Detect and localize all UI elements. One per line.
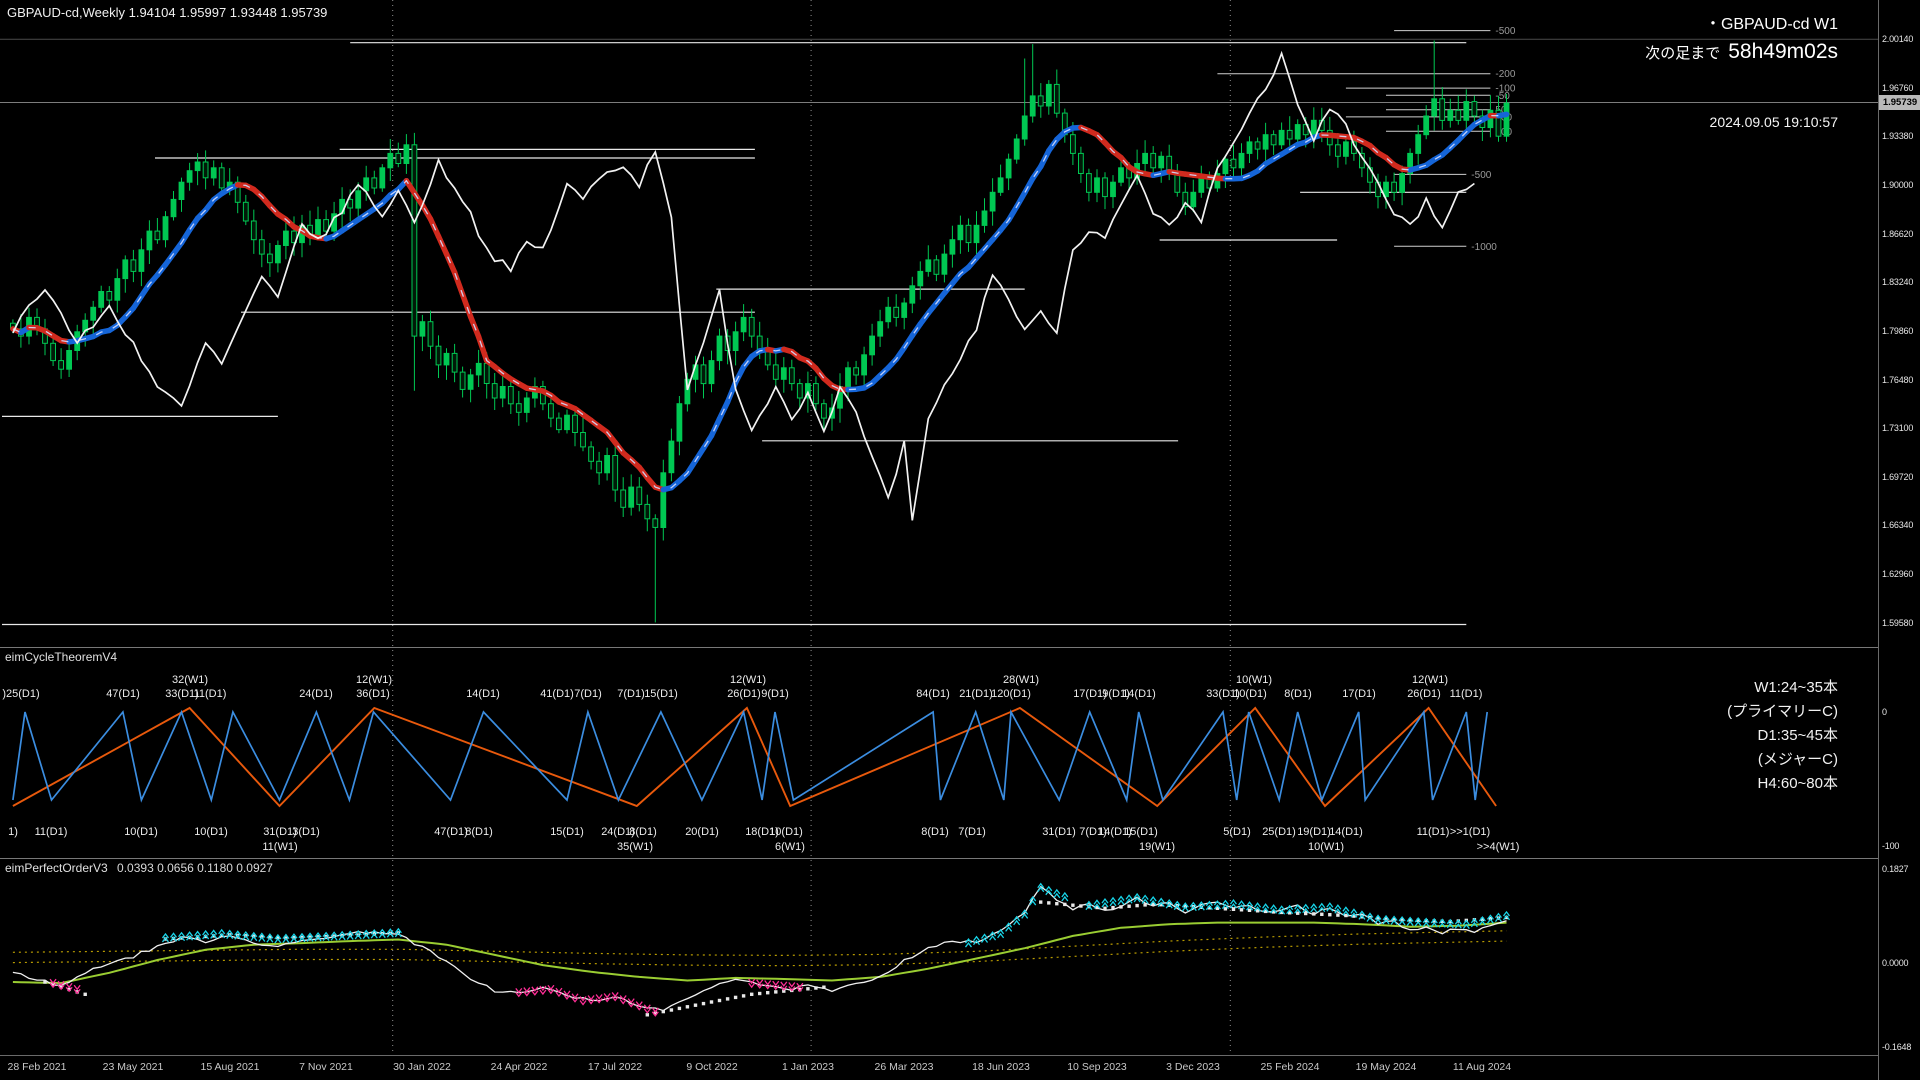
svg-text:-1000: -1000 [1471, 242, 1497, 253]
svg-text:-500: -500 [1495, 26, 1515, 37]
time-tick-label: 3 Dec 2023 [1166, 1061, 1220, 1073]
countdown-label: 次の足まで [1645, 45, 1721, 62]
cycle-indicator-title: eimCycleTheoremV4 [5, 650, 118, 664]
po-title: eimPerfectOrderV3 [5, 861, 108, 875]
cycle-scale-bottom: -100 [1882, 841, 1900, 851]
price-tick: 2.00140 [1882, 34, 1914, 45]
price-tick: 1.86620 [1882, 228, 1914, 239]
price-tick: 1.83240 [1882, 277, 1914, 288]
time-tick-label: 25 Feb 2024 [1260, 1061, 1320, 1073]
chart-canvas[interactable]: -500-200-100-5050100200-500-1000 [0, 0, 1920, 1055]
time-tick-label: 26 Mar 2023 [874, 1061, 934, 1073]
price-tick: 1.96760 [1882, 82, 1914, 93]
svg-text:-500: -500 [1471, 170, 1491, 181]
time-tick-label: 11 Aug 2024 [1452, 1061, 1512, 1073]
time-axis[interactable]: 28 Feb 2021 23 May 2021 15 Aug 2021 7 Nov 2… [0, 1055, 1878, 1080]
po-scale-tick: 0.0000 [1882, 957, 1909, 968]
price-tick: 1.73100 [1882, 423, 1914, 434]
time-tick-label: 1 Jan 2023 [782, 1061, 834, 1073]
cycle-legend: W1:24~35本 (プライマリーC) D1:35~45本 (メジャーC) H4… [1727, 676, 1838, 796]
current-price-badge: 1.95739 [1879, 95, 1920, 110]
separator-main-cycle[interactable] [0, 647, 1920, 648]
main-price-panel: -500-200-100-5050100200-500-1000 [0, 0, 1878, 1055]
time-tick-label: 15 Aug 2021 [200, 1061, 260, 1073]
cycle-legend-d1: D1:35~45本 [1757, 727, 1838, 744]
svg-text:-100: -100 [1495, 84, 1515, 95]
po-indicator-title: eimPerfectOrderV3 0.0393 0.0656 0.1180 0… [5, 861, 273, 875]
server-datetime: 2024.09.05 19:10:57 [1709, 114, 1838, 130]
time-tick-label: 7 Nov 2021 [299, 1061, 353, 1073]
cycle-legend-w1: W1:24~35本 [1754, 679, 1838, 696]
svg-text:-50: -50 [1495, 91, 1510, 102]
po-scale-tick: -0.1648 [1882, 1042, 1912, 1052]
cycle-legend-major: (メジャーC) [1757, 751, 1838, 768]
countdown-value: 58h49m02s [1728, 40, 1838, 63]
price-tick: 1.79860 [1882, 325, 1914, 336]
price-axis[interactable]: 2.00140 1.96760 1.93380 1.90000 1.86620 1.832… [1878, 0, 1920, 1080]
time-tick-label: 30 Jan 2022 [393, 1061, 451, 1073]
time-tick-label: 18 Jun 2023 [972, 1061, 1030, 1073]
cycle-legend-h4: H4:60~80本 [1757, 775, 1838, 792]
time-tick-label: 23 May 2021 [102, 1061, 164, 1073]
symbol-text: ・GBPAUD-cd W1 [1704, 16, 1838, 33]
symbol-timeframe-label: ・GBPAUD-cd W1 [1705, 10, 1838, 34]
price-tick: 1.90000 [1882, 180, 1914, 191]
chart-ohlc-header: GBPAUD-cd,Weekly 1.94104 1.95997 1.93448… [7, 5, 328, 20]
price-tick: 1.93380 [1882, 131, 1914, 142]
candle-countdown: 次の足まで 58h49m02s [1645, 40, 1838, 64]
po-scale-tick: 0.1827 [1882, 864, 1909, 874]
price-tick: 1.62960 [1882, 569, 1914, 579]
price-tick: 1.66340 [1882, 520, 1914, 531]
price-tick: 1.59580 [1882, 617, 1914, 628]
svg-text:-200: -200 [1495, 69, 1515, 80]
time-tick-label: 9 Oct 2022 [686, 1061, 738, 1073]
time-tick-label: 17 Jul 2022 [587, 1061, 643, 1073]
time-tick-label: 19 May 2024 [1355, 1061, 1417, 1073]
cycle-scale-top: 0 [1882, 707, 1887, 717]
cycle-legend-primary: (プライマリーC) [1727, 703, 1838, 720]
price-tick: 1.69720 [1882, 471, 1914, 482]
time-tick-label: 24 Apr 2022 [490, 1061, 548, 1073]
time-tick-label: 10 Sep 2023 [1067, 1061, 1127, 1073]
po-values: 0.0393 0.0656 0.1180 0.0927 [117, 861, 273, 875]
separator-cycle-po[interactable] [0, 858, 1920, 859]
time-tick-label: 28 Feb 2021 [7, 1061, 67, 1073]
price-tick: 1.76480 [1882, 374, 1914, 385]
